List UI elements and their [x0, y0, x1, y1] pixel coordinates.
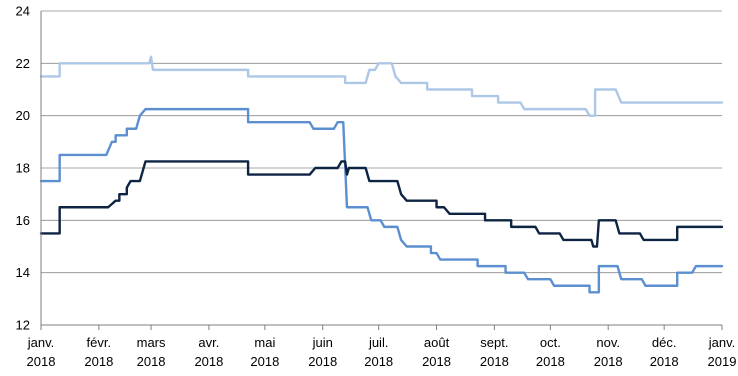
y-tick-label: 20 [16, 108, 30, 123]
series-line-2 [39, 107, 724, 294]
y-tick-label: 16 [16, 213, 30, 228]
x-tick-month-label: janv. [27, 335, 55, 350]
x-tick-month-label: août [424, 335, 450, 350]
x-tick-month-label: janv. [708, 335, 736, 350]
x-tick-year-label: 2018 [422, 354, 451, 369]
x-tick-month-label: févr. [87, 335, 112, 350]
y-tick-label: 18 [16, 161, 30, 176]
x-tick-year-label: 2018 [650, 354, 679, 369]
x-tick-year-label: 2018 [84, 354, 113, 369]
x-tick-year-label: 2018 [27, 354, 56, 369]
y-tick-label: 12 [16, 318, 30, 333]
x-tick-year-label: 2018 [137, 354, 166, 369]
x-tick-month-label: déc. [652, 335, 677, 350]
x-tick-month-label: juin [312, 335, 333, 350]
x-tick-year-label: 2018 [250, 354, 279, 369]
x-tick-month-label: oct. [540, 335, 561, 350]
y-tick-label: 14 [16, 265, 30, 280]
x-tick-year-label: 2018 [480, 354, 509, 369]
x-tick-month-label: juil. [368, 335, 389, 350]
series-lines [39, 55, 724, 294]
x-tick-month-label: mai [254, 335, 275, 350]
y-tick-label: 24 [16, 4, 30, 19]
y-tick-label: 22 [16, 56, 30, 71]
x-tick-month-label: sept. [480, 335, 508, 350]
x-tick-year-label: 2018 [194, 354, 223, 369]
x-tick-month-label: nov. [596, 335, 620, 350]
x-tick-year-label: 2018 [364, 354, 393, 369]
x-tick-year-label: 2018 [536, 354, 565, 369]
y-tick-labels: 12 14 16 18 20 22 24 [16, 4, 30, 333]
x-tick-month-label: avr. [198, 335, 219, 350]
x-tick-month-label: mars [137, 335, 166, 350]
x-tick-labels: janv. 2018 févr. 2018 mars 2018 avr. 2018 mai 201… [27, 325, 737, 369]
x-tick-year-label: 2018 [594, 354, 623, 369]
series-line-1 [39, 55, 724, 117]
series-line-3 [39, 160, 724, 248]
x-tick-year-label: 2018 [308, 354, 337, 369]
x-tick-year-label: 2019 [708, 354, 737, 369]
